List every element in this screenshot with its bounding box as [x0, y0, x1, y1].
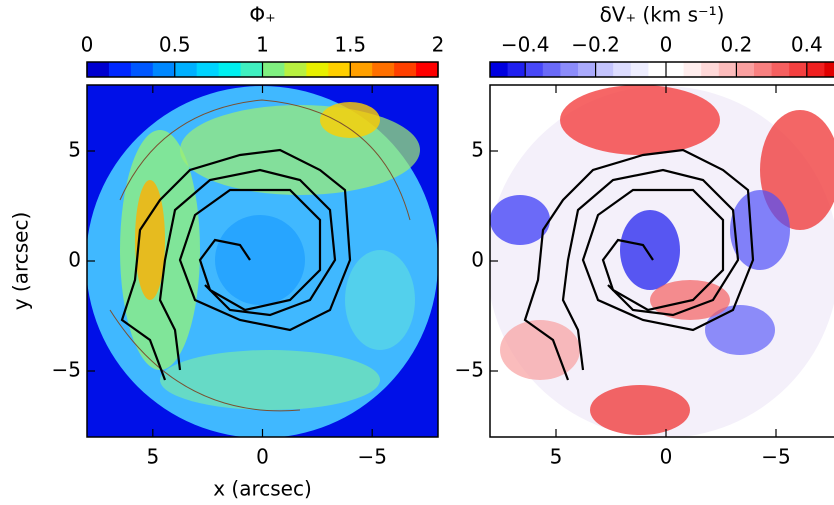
- colorbar-step: [416, 62, 439, 77]
- colorbar-tick-label: 0: [660, 33, 673, 57]
- colorbar-step: [525, 62, 544, 77]
- colorbar-step: [394, 62, 417, 77]
- colorbar-step: [789, 62, 808, 77]
- y-tick-label: −5: [455, 358, 484, 382]
- x-tick-label: 0: [256, 445, 269, 469]
- colorbar-step: [542, 62, 561, 77]
- colorbar-step: [771, 62, 790, 77]
- colorbar-step: [648, 62, 667, 77]
- colorbar-step: [701, 62, 720, 77]
- colorbar-step: [262, 62, 285, 77]
- colorbar-step: [630, 62, 649, 77]
- colorbar-step: [87, 62, 110, 77]
- colorbar-tick-label: 0.2: [720, 33, 752, 57]
- colorbar-tick-label: −0.4: [501, 33, 550, 57]
- colorbar-step: [130, 62, 154, 77]
- colorbar-step: [578, 62, 597, 77]
- x-tick-label: −5: [357, 445, 386, 469]
- colorbar-step: [350, 62, 373, 77]
- colorbar-step: [328, 62, 351, 77]
- colorbar-label: Φ₊: [249, 3, 275, 27]
- colorbar-step: [595, 62, 614, 77]
- x-tick-label: 0: [660, 445, 673, 469]
- colorbar-step: [718, 62, 737, 77]
- colorbar-step: [613, 62, 632, 77]
- colorbar-step: [306, 62, 329, 77]
- colorbar-step: [806, 62, 825, 77]
- x-tick-label: −5: [761, 445, 790, 469]
- x-tick-label: 5: [550, 445, 563, 469]
- y-tick-label: 5: [471, 138, 484, 162]
- colorbar-step: [218, 62, 242, 77]
- colorbar-step: [284, 62, 307, 77]
- colorbar-tick-label: 0: [81, 33, 94, 57]
- colorbar-tick-label: −0.2: [571, 33, 620, 57]
- y-tick-label: 0: [471, 248, 484, 272]
- colorbar-step: [152, 62, 176, 77]
- colorbar-step: [754, 62, 773, 77]
- colorbar-step: [507, 62, 526, 77]
- colorbar-step: [174, 62, 198, 77]
- colorbar-tick-label: 0.4: [791, 33, 823, 57]
- colorbar-tick-label: 2: [432, 33, 445, 57]
- y-tick-label: 0: [68, 248, 81, 272]
- colorbar-step: [683, 62, 702, 77]
- colorbar-step: [240, 62, 263, 77]
- colorbar-step: [560, 62, 579, 77]
- colorbar-tick-label: 1: [256, 33, 269, 57]
- colorbar-tick-label: 1.5: [334, 33, 366, 57]
- colorbar-label: δV₊ (km s⁻¹): [600, 3, 725, 27]
- dv-map: [490, 85, 834, 437]
- x-axis-label: x (arcsec): [213, 477, 312, 501]
- x-tick-label: 5: [146, 445, 159, 469]
- y-tick-label: 5: [68, 138, 81, 162]
- colorbar-step: [372, 62, 395, 77]
- phi-map: [87, 85, 438, 437]
- colorbar-tick-label: 0.5: [159, 33, 191, 57]
- colorbar-step: [666, 62, 685, 77]
- colorbar-step: [490, 62, 509, 77]
- y-axis-label: y (arcsec): [9, 212, 33, 311]
- colorbar-step: [736, 62, 755, 77]
- y-tick-label: −5: [52, 358, 81, 382]
- colorbar-step: [196, 62, 220, 77]
- colorbar-step: [824, 62, 834, 77]
- colorbar-step: [108, 62, 132, 77]
